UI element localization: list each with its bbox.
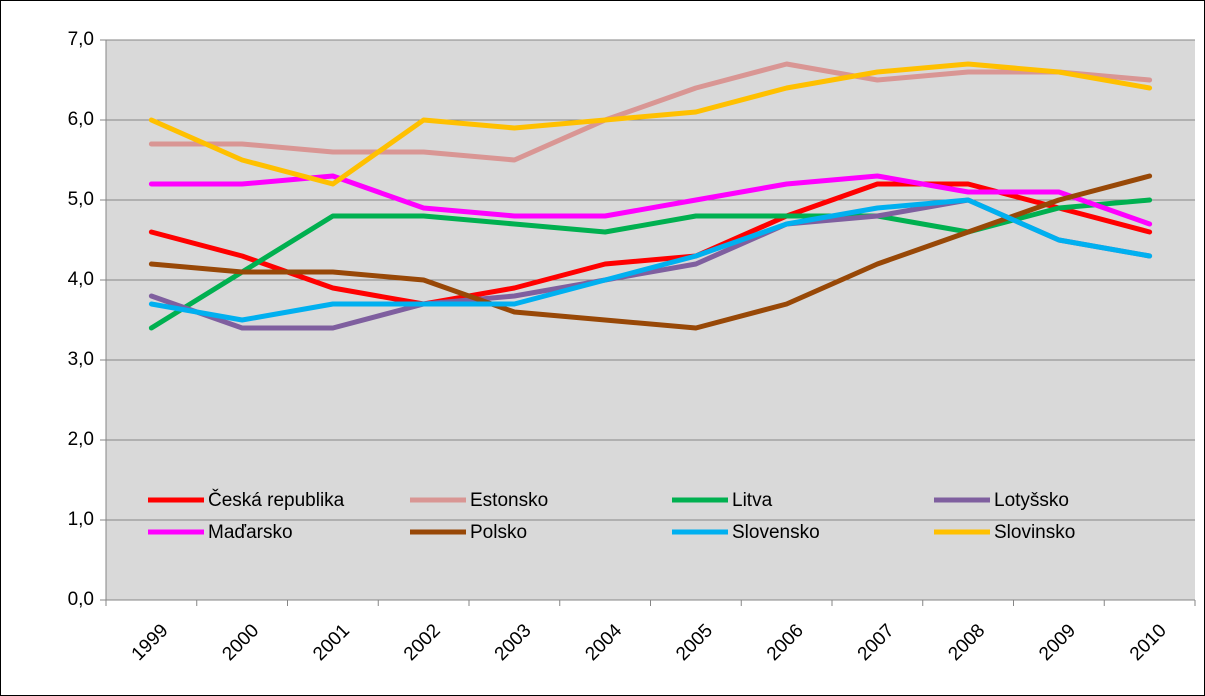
y-tick-label: 1,0: [68, 509, 94, 530]
series-line: [148, 61, 1153, 163]
legend-label: Maďarsko: [208, 522, 293, 543]
legend-label: Polsko: [470, 522, 527, 543]
y-tick-label: 5,0: [68, 189, 94, 210]
y-tick-label: 4,0: [68, 269, 94, 290]
series-line: [148, 197, 1153, 323]
series-line: [148, 61, 1153, 187]
series-line: [148, 181, 1153, 307]
series-line: [148, 173, 1153, 331]
plot-area: [106, 40, 1195, 600]
y-tick-label: 6,0: [68, 109, 94, 130]
legend-label: Slovinsko: [994, 522, 1075, 543]
y-tick-label: 2,0: [68, 429, 94, 450]
y-tick-label: 0,0: [68, 589, 94, 610]
legend-label: Estonsko: [470, 490, 548, 511]
legend-label: Litva: [732, 490, 773, 511]
y-tick-label: 3,0: [68, 349, 94, 370]
y-tick-label: 7,0: [68, 29, 94, 50]
series-line: [148, 173, 1153, 227]
legend-label: Lotyšsko: [994, 490, 1069, 511]
legend-label: Slovensko: [732, 522, 820, 543]
legend-label: Česká republika: [208, 489, 345, 511]
